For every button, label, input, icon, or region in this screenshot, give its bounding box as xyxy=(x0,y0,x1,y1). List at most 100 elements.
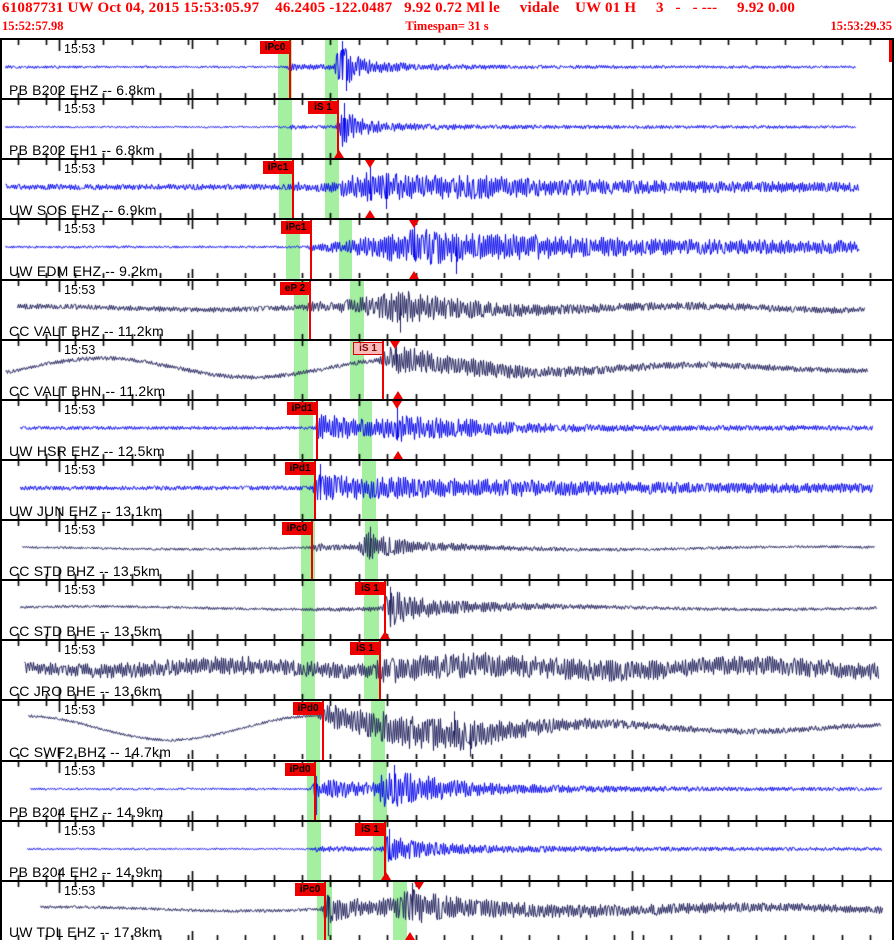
phase-pick-line[interactable] xyxy=(289,40,291,99)
amplitude-marker-bottom xyxy=(334,150,344,159)
phase-pick-flag[interactable]: eP 2 xyxy=(280,281,310,295)
waveform[interactable] xyxy=(2,40,892,98)
amplitude-marker-top xyxy=(390,340,400,349)
amplitude-marker-bottom xyxy=(393,390,403,399)
station-label: PB B202 EH1 -- 6.8km xyxy=(9,142,155,159)
station-label: UW TDL EHZ -- 17.8km xyxy=(9,923,161,940)
phase-pick-flag[interactable]: iPc1 xyxy=(281,221,311,235)
minute-time-label: 15:53 xyxy=(64,703,96,718)
trace-panel[interactable]: 15:53 iS 1 PB B204 EH2 -- 14.9km xyxy=(2,819,892,880)
phase-pick-flag[interactable]: iPd1 xyxy=(287,401,317,415)
window-end-time: 15:53:29.35 xyxy=(830,19,892,33)
minute-time-label: 15:53 xyxy=(64,42,96,56)
phase-pick-line[interactable] xyxy=(384,581,386,640)
trace-panel[interactable]: 15:53 iPd1 UW JUN EHZ -- 13.1km xyxy=(2,458,892,520)
trace-panel[interactable]: 15:53 iPc0 CC STD BHZ -- 13.5km xyxy=(2,519,892,580)
minute-time-label: 15:53 xyxy=(64,523,96,538)
phase-pick-line[interactable] xyxy=(322,701,324,760)
phase-pick-flag[interactable]: iPd0 xyxy=(285,762,315,776)
station-label: UW EDM EHZ -- 9.2km xyxy=(9,262,159,279)
station-label: CC JRO BHE -- 13.6km xyxy=(9,683,161,700)
station-label: PB B204 EH2 -- 14.9km xyxy=(9,863,163,880)
trace-panel[interactable]: 15:53 iPd0 CC SWF2 BHZ -- 14.7km xyxy=(2,699,892,760)
station-label: PB B202 EHZ -- 6.8km xyxy=(9,82,156,99)
trace-panel[interactable]: 15:53 iS 1 CC STD BHE -- 13.5km xyxy=(2,579,892,640)
phase-pick-line[interactable] xyxy=(324,881,326,940)
waveform[interactable] xyxy=(2,400,892,459)
phase-pick-line[interactable] xyxy=(337,100,339,159)
minute-time-label: 15:53 xyxy=(64,643,96,658)
trace-panel[interactable]: 15:53 iPc1 UW EDM EHZ -- 9.2km xyxy=(2,218,892,279)
phase-pick-line[interactable] xyxy=(384,821,386,880)
amplitude-marker-bottom xyxy=(380,631,390,640)
phase-pick-flag[interactable]: iPc1 xyxy=(263,161,293,175)
station-label: UW HSR EHZ -- 12.5km xyxy=(9,442,165,459)
waveform[interactable] xyxy=(2,280,892,339)
trace-panel[interactable]: 15:53 iPc1 UW SOS EHZ -- 6.9km xyxy=(2,158,892,219)
waveform[interactable] xyxy=(2,460,892,519)
trace-panel[interactable]: 15:53 iS 1 CC VALT BHN -- 11.2km xyxy=(2,338,892,399)
trace-panel[interactable]: 15:53 iPd0 PB B204 EHZ -- 14.9km xyxy=(2,759,892,820)
minute-time-label: 15:53 xyxy=(64,342,96,357)
waveform[interactable] xyxy=(2,100,892,159)
waveform[interactable] xyxy=(2,220,892,279)
phase-pick-line[interactable] xyxy=(314,460,316,520)
waveform[interactable] xyxy=(2,821,892,880)
phase-pick-line[interactable] xyxy=(314,761,316,820)
edge-pick-mark xyxy=(889,40,892,62)
phase-pick-flag[interactable]: iPc0 xyxy=(282,522,312,536)
phase-pick-flag[interactable]: iS 1 xyxy=(355,822,385,836)
minute-time-label: 15:53 xyxy=(64,102,96,117)
waveform[interactable] xyxy=(2,761,892,820)
phase-pick-flag[interactable]: iS 1 xyxy=(353,341,383,355)
phase-pick-line[interactable] xyxy=(316,400,318,459)
trace-panel[interactable]: 15:53 iS 1 CC JRO BHE -- 13.6km xyxy=(2,639,892,700)
trace-panel[interactable]: 15:53 iS 1 PB B202 EH1 -- 6.8km xyxy=(2,98,892,159)
phase-pick-line[interactable] xyxy=(311,521,313,580)
phase-pick-flag[interactable]: iPd1 xyxy=(285,461,315,475)
amplitude-marker-top xyxy=(365,160,375,169)
amplitude-marker-bottom xyxy=(393,450,403,459)
minute-time-label: 15:53 xyxy=(64,462,96,477)
phase-pick-flag[interactable]: iPc0 xyxy=(260,41,290,54)
amplitude-marker-bottom xyxy=(381,871,391,880)
trace-panel[interactable]: 15:53 iPc0 PB B202 EHZ -- 6.8km xyxy=(2,38,892,99)
phase-pick-line[interactable] xyxy=(382,340,384,399)
station-label: CC STD BHZ -- 13.5km xyxy=(9,563,161,580)
phase-pick-line[interactable] xyxy=(292,160,294,219)
phase-pick-line[interactable] xyxy=(309,280,311,339)
minute-time-label: 15:53 xyxy=(64,162,96,177)
station-label: CC STD BHE -- 13.5km xyxy=(9,623,161,640)
trace-panel[interactable]: 15:53 eP 2 CC VALT BHZ -- 11.2km xyxy=(2,278,892,339)
event-summary-line: 61087731 UW Oct 04, 2015 15:53:05.97 46.… xyxy=(2,0,796,16)
amplitude-marker-top xyxy=(392,400,402,409)
waveform[interactable] xyxy=(2,340,892,399)
event-header: 61087731 UW Oct 04, 2015 15:53:05.97 46.… xyxy=(0,0,894,38)
time-axis-header: 15:52:57.98 Timespan= 31 s 15:53:29.35 xyxy=(0,19,894,35)
minute-time-label: 15:53 xyxy=(64,823,96,838)
station-label: PB B204 EHZ -- 14.9km xyxy=(9,803,164,820)
phase-pick-line[interactable] xyxy=(310,220,312,279)
waveform[interactable] xyxy=(2,521,892,580)
phase-pick-flag[interactable]: iPc0 xyxy=(295,882,325,896)
waveform[interactable] xyxy=(2,701,892,760)
minute-time-label: 15:53 xyxy=(64,583,96,598)
station-label: CC VALT BHN -- 11.2km xyxy=(9,382,166,399)
waveform[interactable] xyxy=(2,160,892,219)
timespan-label: Timespan= 31 s xyxy=(405,19,489,33)
phase-pick-line[interactable] xyxy=(379,641,381,700)
phase-pick-flag[interactable]: iPd0 xyxy=(293,702,323,716)
phase-pick-flag[interactable]: iS 1 xyxy=(355,582,385,596)
trace-panel[interactable]: 15:53 iPd1 UW HSR EHZ -- 12.5km xyxy=(2,398,892,459)
phase-pick-flag[interactable]: iS 1 xyxy=(350,642,380,656)
window-start-time: 15:52:57.98 xyxy=(2,19,64,33)
trace-panel[interactable]: 15:53 iPc0 UW TDL EHZ -- 17.8km xyxy=(2,879,892,940)
waveform[interactable] xyxy=(2,641,892,700)
station-label: UW SOS EHZ -- 6.9km xyxy=(9,202,157,219)
phase-pick-flag[interactable]: iS 1 xyxy=(308,101,338,115)
amplitude-marker-bottom xyxy=(409,270,419,279)
waveform[interactable] xyxy=(2,881,892,940)
waveform[interactable] xyxy=(2,581,892,640)
amplitude-marker-top xyxy=(414,881,424,890)
